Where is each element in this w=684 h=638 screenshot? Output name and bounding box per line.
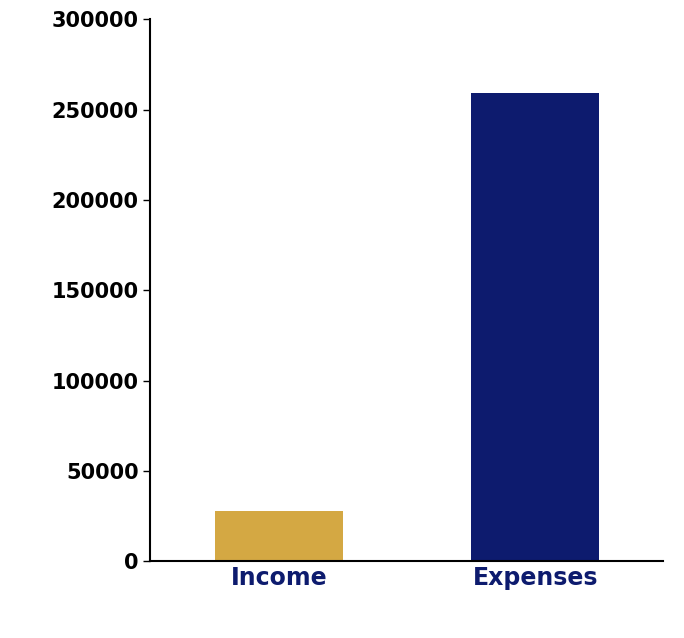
Bar bbox=[471, 93, 599, 561]
Bar bbox=[215, 511, 343, 561]
